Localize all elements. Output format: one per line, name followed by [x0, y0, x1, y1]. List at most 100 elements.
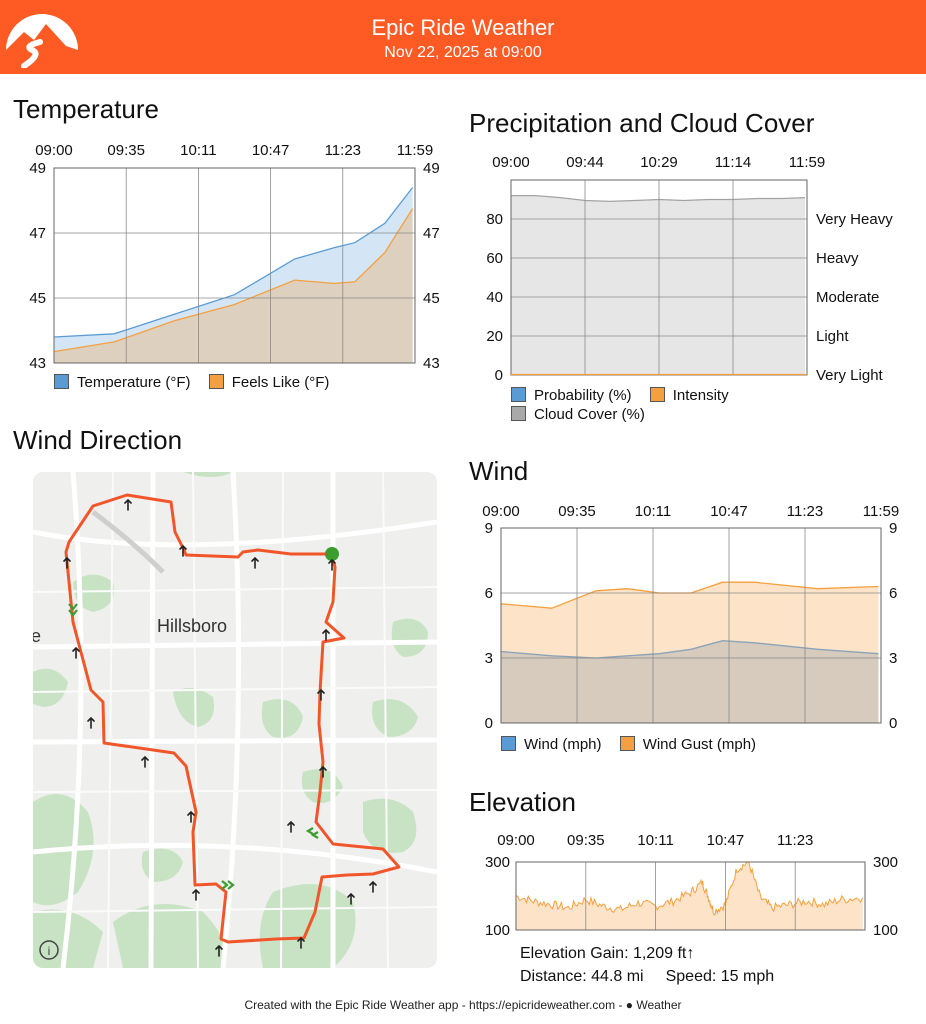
footer-weather: Weather	[636, 998, 682, 1012]
time-tick-label: 10:11	[635, 503, 671, 520]
wind-direction-map[interactable]: Hillsboro e i	[33, 472, 437, 968]
legend-swatch-wind	[501, 736, 516, 751]
legend-swatch-probability	[511, 387, 526, 402]
legend-label-intensity: Intensity	[672, 387, 729, 404]
app-header: Epic Ride Weather Nov 22, 2025 at 09:00	[0, 0, 926, 74]
intensity-label: Heavy	[816, 250, 859, 267]
y-tick-label: 9	[485, 520, 493, 537]
legend-item-probability: Probability (%)	[511, 387, 632, 404]
precipitation-chart: 09:00 09:44 10:29 11:14 11:59 0 20 40 60 80 Very L…	[486, 154, 893, 384]
legend-swatch-intensity	[649, 387, 665, 402]
y-tick-label-right: 0	[889, 715, 897, 732]
elevation-line	[515, 861, 864, 916]
y-tick-label-right: 47	[423, 225, 440, 242]
time-tick-label: 11:23	[787, 503, 823, 520]
intensity-label: Very Light	[816, 367, 884, 384]
y-tick-label: 60	[486, 250, 503, 267]
legend-swatch-temperature	[54, 374, 69, 389]
y-tick-label: 3	[485, 650, 493, 667]
time-tick-label: 10:47	[710, 503, 748, 520]
legend-label-probability: Probability (%)	[534, 387, 632, 404]
y-tick-label: 0	[485, 715, 493, 732]
footer-credit: Created with the Epic Ride Weather app -…	[244, 998, 623, 1012]
apple-icon: ●	[625, 998, 634, 1012]
elevation-area	[516, 862, 863, 930]
time-tick-label: 09:35	[567, 832, 605, 849]
time-tick-label: 11:59	[863, 503, 899, 520]
time-tick-label: 09:00	[35, 142, 73, 159]
legend-label-feels-like: Feels Like (°F)	[231, 374, 330, 391]
y-tick-label: 45	[29, 290, 46, 307]
time-tick-label: 10:47	[252, 142, 290, 159]
y-tick-label: 100	[485, 922, 510, 939]
y-tick-label-right: 45	[423, 290, 440, 307]
y-tick-label: 49	[29, 160, 46, 177]
ride-stats: Elevation Gain: 1,209 ft↑ Distance: 44.8…	[520, 942, 774, 988]
time-tick-label: 10:47	[707, 832, 745, 849]
y-tick-label: 0	[495, 367, 503, 384]
legend-label-cloud-cover: Cloud Cover (%)	[534, 406, 645, 423]
elevation-chart: 09:00 09:35 10:11 10:47 11:23 100 100 300 300	[485, 832, 898, 939]
legend-label-temperature: Temperature (°F)	[77, 374, 191, 391]
series-line-0	[500, 640, 879, 659]
wind-title: Wind	[469, 456, 529, 486]
time-tick-label: 09:00	[482, 503, 520, 520]
temperature-chart: 09:00 09:35 10:11 10:47 11:23 11:59 43 43 45 45 47…	[29, 142, 440, 372]
intensity-label: Moderate	[816, 289, 879, 306]
time-tick-label: 09:00	[497, 832, 535, 849]
y-tick-label-right: 100	[873, 922, 898, 939]
elevation-title: Elevation	[469, 787, 576, 817]
wind-direction-title: Wind Direction	[13, 425, 183, 455]
y-tick-label: 300	[485, 854, 510, 871]
series-line-1	[53, 208, 414, 353]
intensity-label: Light	[816, 328, 849, 345]
y-tick-label-right: 300	[873, 854, 898, 871]
map-edge-label: e	[33, 626, 41, 646]
time-tick-label: 09:35	[558, 503, 596, 520]
time-tick-label: 09:44	[566, 154, 604, 171]
legend-label-wind: Wind (mph)	[524, 736, 602, 753]
legend-swatch-wind-gust	[619, 736, 635, 751]
time-tick-label: 10:11	[637, 832, 673, 849]
time-tick-label: 10:29	[640, 154, 678, 171]
info-icon[interactable]: i	[39, 940, 59, 960]
y-tick-label-right: 9	[889, 520, 897, 537]
footer: Created with the Epic Ride Weather app -…	[0, 998, 926, 1012]
y-tick-label: 6	[485, 585, 493, 602]
legend-item-wind: Wind (mph)	[501, 736, 602, 753]
app-title: Epic Ride Weather	[371, 15, 555, 40]
time-tick-label: 09:35	[107, 142, 145, 159]
time-tick-label: 11:59	[397, 142, 433, 159]
plot-frame	[53, 167, 416, 364]
y-tick-label-right: 3	[889, 650, 897, 667]
temperature-title: Temperature	[13, 94, 159, 124]
y-tick-label: 47	[29, 225, 46, 242]
precipitation-legend: Probability (%) Intensity Cloud Cover (%…	[511, 386, 729, 424]
series-area-2	[511, 195, 806, 375]
legend-item-temperature: Temperature (°F)	[54, 374, 191, 391]
time-tick-label: 11:14	[715, 154, 751, 171]
series-area-1	[54, 208, 413, 363]
time-tick-label: 10:11	[180, 142, 216, 159]
time-tick-label: 09:00	[492, 154, 530, 171]
app-logo-icon	[6, 14, 78, 68]
y-tick-label: 80	[486, 211, 503, 228]
y-tick-label: 20	[486, 328, 503, 345]
time-tick-label: 11:59	[789, 154, 825, 171]
y-tick-label: 43	[29, 355, 46, 372]
legend-swatch-feels-like	[208, 374, 224, 389]
y-tick-label-right: 43	[423, 355, 440, 372]
wind-legend: Wind (mph) Wind Gust (mph)	[501, 736, 756, 753]
map-town-label: Hillsboro	[157, 616, 227, 636]
plot-frame	[500, 527, 882, 724]
intensity-label: Very Heavy	[816, 211, 893, 228]
elevation-gain: Elevation Gain: 1,209 ft↑	[520, 945, 695, 962]
svg-text:i: i	[48, 944, 51, 958]
plot-frame	[515, 861, 866, 931]
series-area-0	[501, 640, 879, 723]
legend-item-feels-like: Feels Like (°F)	[208, 374, 330, 391]
time-tick-label: 11:23	[325, 142, 361, 159]
temperature-legend: Temperature (°F) Feels Like (°F)	[54, 374, 329, 391]
series-line-0	[53, 187, 414, 338]
precipitation-title: Precipitation and Cloud Cover	[469, 108, 815, 138]
